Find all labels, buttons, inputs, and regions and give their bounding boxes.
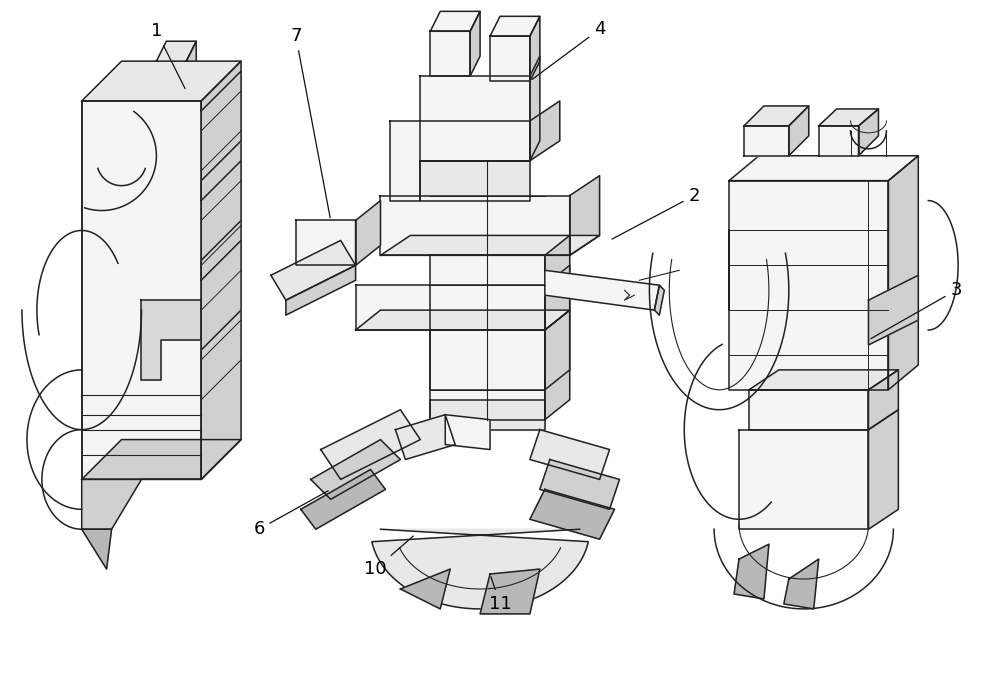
Polygon shape	[420, 161, 530, 201]
Polygon shape	[545, 310, 570, 419]
Polygon shape	[201, 71, 241, 180]
Polygon shape	[530, 430, 610, 479]
Polygon shape	[321, 410, 420, 479]
Polygon shape	[545, 236, 570, 390]
Text: 6: 6	[253, 491, 328, 538]
Polygon shape	[749, 390, 868, 430]
Polygon shape	[395, 415, 455, 460]
Polygon shape	[784, 559, 819, 609]
Polygon shape	[380, 195, 570, 255]
Polygon shape	[859, 109, 878, 156]
Polygon shape	[545, 270, 659, 310]
Polygon shape	[530, 16, 540, 81]
Text: 11: 11	[489, 577, 511, 613]
Polygon shape	[530, 56, 540, 161]
Polygon shape	[490, 16, 540, 36]
Polygon shape	[734, 544, 769, 599]
Polygon shape	[156, 42, 196, 61]
Polygon shape	[540, 460, 620, 509]
Polygon shape	[868, 410, 898, 529]
Polygon shape	[729, 180, 888, 390]
Polygon shape	[480, 569, 540, 614]
Polygon shape	[445, 415, 490, 449]
Text: 10: 10	[364, 536, 413, 578]
Polygon shape	[490, 36, 530, 81]
Polygon shape	[570, 176, 600, 255]
Text: 1: 1	[151, 22, 185, 89]
Polygon shape	[296, 221, 356, 266]
Polygon shape	[545, 266, 570, 330]
Polygon shape	[201, 161, 241, 260]
Polygon shape	[819, 109, 878, 126]
Polygon shape	[744, 126, 789, 156]
Polygon shape	[430, 255, 545, 390]
Polygon shape	[372, 529, 588, 609]
Polygon shape	[82, 529, 112, 569]
Polygon shape	[301, 469, 385, 529]
Polygon shape	[430, 12, 480, 31]
Polygon shape	[888, 156, 918, 390]
Polygon shape	[82, 479, 141, 529]
Polygon shape	[868, 275, 918, 345]
Polygon shape	[400, 569, 450, 609]
Polygon shape	[271, 240, 356, 300]
Polygon shape	[729, 156, 918, 180]
Polygon shape	[819, 126, 859, 156]
Polygon shape	[789, 106, 809, 156]
Polygon shape	[311, 440, 400, 499]
Polygon shape	[430, 330, 545, 419]
Text: 4: 4	[532, 20, 605, 80]
Polygon shape	[380, 236, 600, 255]
Polygon shape	[286, 266, 356, 315]
Polygon shape	[390, 121, 530, 201]
Polygon shape	[201, 61, 241, 479]
Text: 7: 7	[290, 27, 330, 218]
Polygon shape	[186, 42, 196, 61]
Polygon shape	[201, 240, 241, 350]
Polygon shape	[470, 12, 480, 76]
Text: 2: 2	[612, 187, 700, 239]
Polygon shape	[530, 101, 560, 161]
Polygon shape	[868, 370, 898, 430]
Polygon shape	[356, 285, 545, 330]
Polygon shape	[141, 300, 201, 380]
Polygon shape	[420, 76, 530, 161]
Polygon shape	[744, 106, 809, 126]
Polygon shape	[530, 490, 615, 539]
Polygon shape	[430, 400, 545, 430]
Text: 3: 3	[871, 281, 962, 338]
Polygon shape	[430, 31, 470, 76]
Polygon shape	[739, 430, 868, 529]
Polygon shape	[82, 101, 201, 479]
Polygon shape	[356, 201, 380, 266]
Polygon shape	[82, 440, 241, 479]
Polygon shape	[749, 370, 898, 390]
Polygon shape	[82, 61, 241, 101]
Polygon shape	[654, 285, 664, 315]
Polygon shape	[356, 310, 570, 330]
